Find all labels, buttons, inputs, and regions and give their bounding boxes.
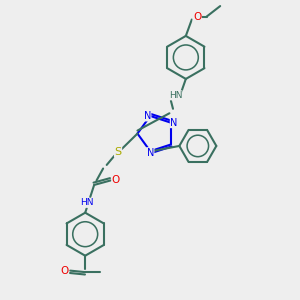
Text: HN: HN [80, 198, 93, 207]
Text: N: N [144, 111, 151, 121]
Text: N: N [170, 118, 178, 128]
Text: S: S [115, 147, 122, 157]
Text: N: N [147, 148, 154, 158]
Text: O: O [112, 176, 120, 185]
Text: HN: HN [169, 91, 182, 100]
Text: O: O [193, 11, 201, 22]
Text: O: O [60, 266, 68, 276]
